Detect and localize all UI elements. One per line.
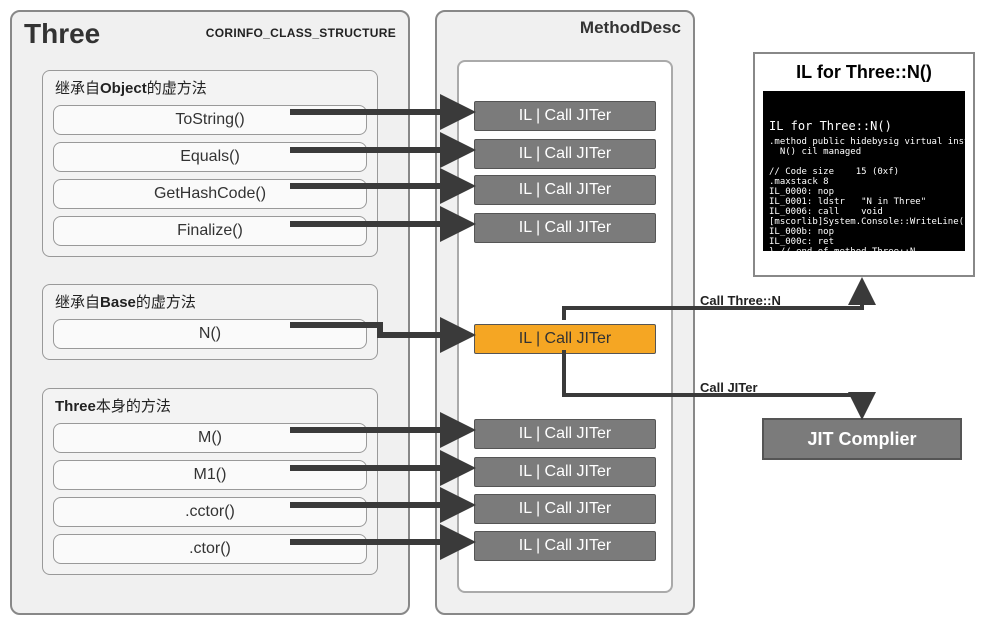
method-desc-item: IL | Call JITer <box>474 101 656 131</box>
class-title: Three <box>24 18 100 50</box>
method-desc-title: MethodDesc <box>580 18 681 38</box>
method-slot: M1() <box>53 460 367 490</box>
method-group-title: 继承自Base的虚方法 <box>55 291 196 312</box>
arrow-label-call-three-n: Call Three::N <box>700 293 781 308</box>
method-desc-list: IL | Call JITer IL | Call JITer IL | Call … <box>457 60 673 593</box>
method-desc-item: IL | Call JITer <box>474 531 656 561</box>
class-subtitle: CORINFO_CLASS_STRUCTURE <box>206 26 396 40</box>
il-preview-box: IL for Three::N() IL for Three::N().meth… <box>753 52 975 277</box>
method-group-title: Three本身的方法 <box>55 395 171 416</box>
il-code-header: IL for Three::N() <box>769 119 959 133</box>
class-structure-panel: Three CORINFO_CLASS_STRUCTURE 继承自Object的… <box>10 10 410 615</box>
method-desc-item: IL | Call JITer <box>474 494 656 524</box>
method-desc-item: IL | Call JITer <box>474 419 656 449</box>
method-slot: ToString() <box>53 105 367 135</box>
method-desc-item: IL | Call JITer <box>474 457 656 487</box>
il-code-block: IL for Three::N().method public hidebysi… <box>763 91 965 251</box>
method-desc-item: IL | Call JITer <box>474 175 656 205</box>
method-group: 继承自Object的虚方法 ToString() Equals() GetHashCo… <box>42 70 378 257</box>
method-slot: Finalize() <box>53 216 367 246</box>
method-desc-item: IL | Call JITer <box>474 139 656 169</box>
method-slot: M() <box>53 423 367 453</box>
method-group-title: 继承自Object的虚方法 <box>55 77 207 98</box>
jit-compiler-box: JIT Complier <box>762 418 962 460</box>
jit-label: JIT Complier <box>807 429 916 450</box>
il-box-title: IL for Three::N() <box>763 62 965 83</box>
method-desc-item: IL | Call JITer <box>474 213 656 243</box>
method-desc-panel: MethodDesc IL | Call JITerIL | Call JITe… <box>435 10 695 615</box>
method-group: 继承自Base的虚方法 N() <box>42 284 378 360</box>
method-group: Three本身的方法 M() M1() .cctor() .ctor() <box>42 388 378 575</box>
method-slot: GetHashCode() <box>53 179 367 209</box>
method-slot: Equals() <box>53 142 367 172</box>
method-slot: .ctor() <box>53 534 367 564</box>
arrow-label-call-jiter: Call JITer <box>700 380 758 395</box>
method-desc-item-highlight: IL | Call JITer <box>474 324 656 354</box>
method-slot: .cctor() <box>53 497 367 527</box>
method-slot: N() <box>53 319 367 349</box>
